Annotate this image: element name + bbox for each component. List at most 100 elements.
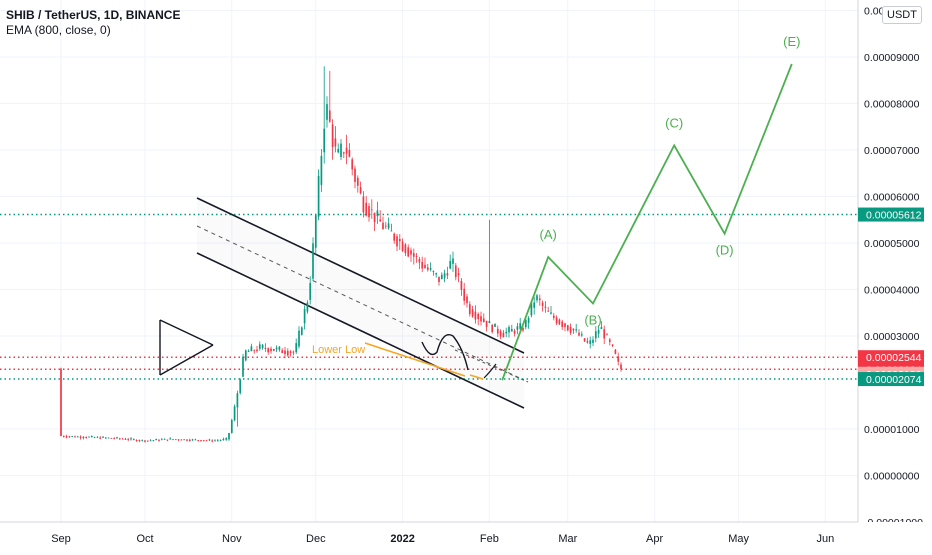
candle-body <box>575 329 578 331</box>
candle-body <box>155 439 158 441</box>
candle-body <box>527 318 530 323</box>
price-tick-label: 0.00005000 <box>864 238 920 250</box>
candle-body <box>85 436 88 438</box>
candle-body <box>488 321 491 324</box>
candle-body <box>202 440 205 442</box>
candle-body <box>334 138 337 147</box>
candle-body <box>65 436 68 438</box>
candle-body <box>592 339 594 343</box>
candle-body <box>116 437 118 439</box>
candle-body <box>398 239 401 242</box>
candles <box>60 66 622 443</box>
candle-body <box>516 326 519 330</box>
candle-body <box>194 439 197 441</box>
candle-body <box>396 236 398 247</box>
candle-body <box>138 440 141 441</box>
candle-body <box>68 436 71 438</box>
price-tag-label: 0.00005612 <box>866 210 922 222</box>
candle-body <box>382 222 384 230</box>
candle-body <box>362 196 365 213</box>
candle-body <box>306 302 309 312</box>
candle-body <box>124 438 127 440</box>
candle-body <box>524 319 527 328</box>
candle-body <box>149 440 152 442</box>
candle-body <box>230 419 233 433</box>
candle-body <box>62 436 65 437</box>
candle-body <box>228 433 230 440</box>
candle-body <box>261 344 264 349</box>
candle-body <box>544 306 547 308</box>
candle-body <box>247 350 250 352</box>
candle-body <box>113 438 116 439</box>
chart-legend: SHIB / TetherUS, 1D, BINANCE EMA (800, c… <box>6 8 180 38</box>
candle-body <box>412 253 415 257</box>
wave-label: (C) <box>665 115 683 130</box>
candle-body <box>368 206 370 218</box>
candle-body <box>600 327 603 330</box>
candle-body <box>446 273 449 276</box>
triangle-lower-line <box>159 344 214 376</box>
candle-body <box>60 368 62 437</box>
candle-body <box>214 440 216 442</box>
candle-body <box>611 344 614 346</box>
candle-body <box>569 326 572 333</box>
candle-body <box>550 312 552 314</box>
time-axis-bg <box>0 522 932 550</box>
candle-body <box>502 332 505 338</box>
wave-path <box>501 63 793 381</box>
wave-label: (B) <box>584 312 601 327</box>
symbol-title[interactable]: SHIB / TetherUS, 1D, BINANCE <box>6 8 181 22</box>
candle-body <box>216 440 219 442</box>
candle-body <box>452 258 454 264</box>
candle-body <box>152 440 155 442</box>
candle-body <box>233 406 236 421</box>
candle-body <box>432 271 435 273</box>
candle-body <box>474 311 477 320</box>
candle-body <box>620 364 622 369</box>
price-tick-label: 0.00000000 <box>864 471 920 483</box>
candle-body <box>471 309 474 317</box>
candle-body <box>443 273 446 278</box>
candle-body <box>135 439 138 442</box>
candle-body <box>267 348 270 353</box>
candle-body <box>510 328 513 332</box>
candle-body <box>219 440 222 441</box>
candle-body <box>295 343 298 353</box>
candle-body <box>608 339 611 342</box>
time-tick-label: Nov <box>222 533 242 545</box>
candle-body <box>564 323 566 327</box>
candle-body <box>572 328 575 331</box>
candle-body <box>597 330 600 334</box>
currency-button[interactable]: USDT <box>882 6 922 24</box>
candle-body <box>166 439 169 441</box>
candle-body <box>242 356 244 377</box>
candle-body <box>393 233 396 241</box>
candle-body <box>312 243 314 279</box>
price-tick-label: 0.00004000 <box>864 285 920 297</box>
candle-body <box>326 104 328 120</box>
candle-body <box>158 439 160 441</box>
candle-body <box>376 210 379 217</box>
wave-label: (D) <box>716 243 734 258</box>
candle-body <box>197 440 200 441</box>
candle-body <box>96 436 99 438</box>
candle-body <box>160 439 163 441</box>
candle-body <box>225 438 228 440</box>
candle-body <box>530 302 533 316</box>
indicator-label[interactable]: EMA (800, close, 0) <box>6 23 111 37</box>
candle-body <box>561 321 564 327</box>
time-tick-label: Mar <box>558 533 577 545</box>
candle-body <box>496 328 499 334</box>
channel-fill <box>197 198 524 408</box>
candle-body <box>429 268 432 270</box>
candle-body <box>541 302 544 306</box>
candle-body <box>292 351 295 353</box>
candle-body <box>323 128 326 153</box>
candle-body <box>499 330 502 337</box>
candle-body <box>449 260 452 269</box>
candle-body <box>606 334 608 336</box>
candle-body <box>421 261 424 269</box>
price-tick-label: 0.00006000 <box>864 192 920 204</box>
